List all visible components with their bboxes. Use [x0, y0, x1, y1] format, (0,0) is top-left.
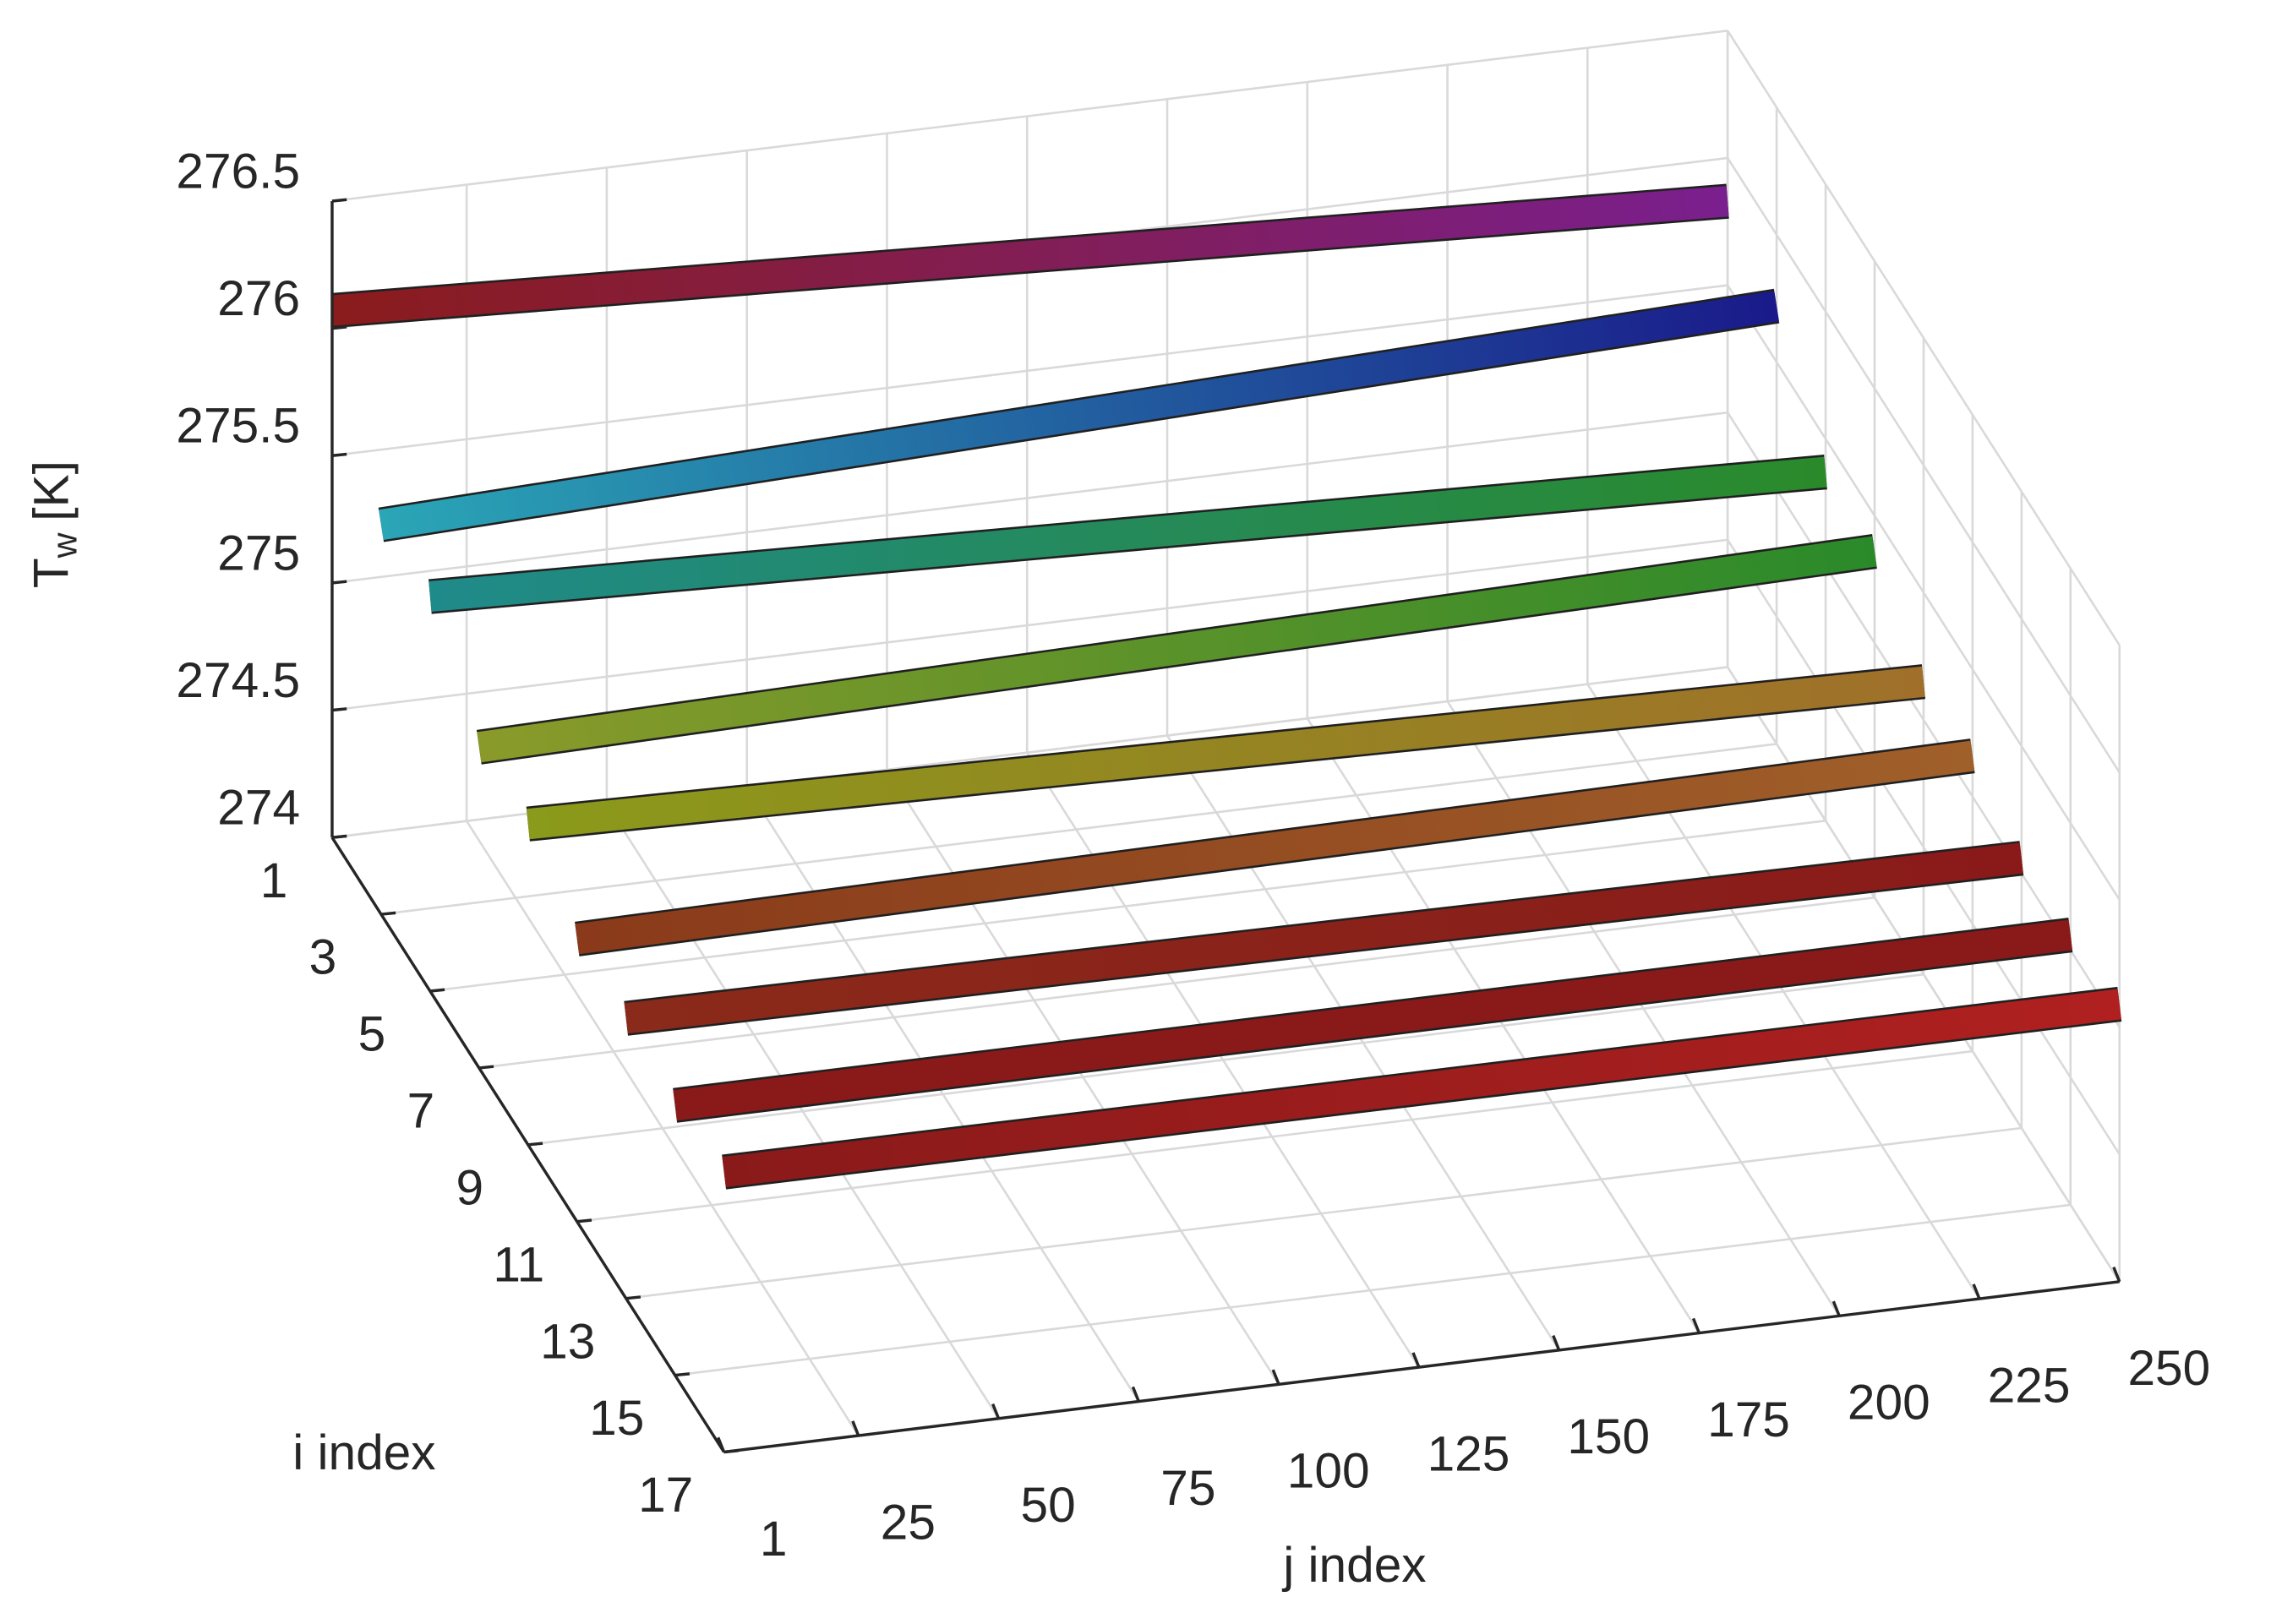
j-tick — [851, 1420, 860, 1436]
i-tick — [674, 1372, 691, 1377]
z-tick-label: 275.5 — [176, 399, 300, 454]
grid-line — [331, 538, 1728, 711]
grid-line — [380, 743, 1777, 916]
grid-line — [331, 411, 1728, 585]
i-tick-label: 5 — [358, 1007, 386, 1062]
i-tick — [576, 1218, 592, 1223]
ribbon — [673, 919, 2072, 1121]
j-tick-label: 1 — [760, 1512, 788, 1567]
z-tick — [331, 198, 347, 203]
ribbons — [330, 183, 2122, 1190]
j-axis-label: j index — [1281, 1538, 1426, 1593]
z-tick-label: 274 — [217, 781, 300, 836]
z-tick — [331, 580, 347, 585]
j-tick — [2112, 1266, 2121, 1283]
j-tick — [991, 1403, 1001, 1420]
i-tick-label: 1 — [260, 853, 288, 908]
z-tick — [331, 325, 347, 330]
j-tick-label: 150 — [1567, 1409, 1650, 1464]
z-tick — [331, 707, 347, 712]
j-tick — [1271, 1369, 1280, 1385]
ribbon — [379, 291, 1779, 541]
z-label-sub: w — [45, 532, 84, 559]
i-tick-label: 7 — [407, 1084, 435, 1139]
z-axis-label: Tw [K] — [25, 460, 84, 588]
grid-line — [331, 284, 1728, 457]
j-tick-label: 100 — [1287, 1444, 1370, 1499]
j-tick — [1691, 1317, 1701, 1334]
ribbon — [477, 536, 1877, 763]
z-tick-label: 274.5 — [176, 653, 300, 708]
ribbon — [429, 456, 1827, 613]
z-label-unit: [K] — [25, 460, 79, 521]
i-axis-label: i index — [292, 1425, 435, 1480]
j-tick — [1832, 1300, 1841, 1316]
j-tick-label: 250 — [2127, 1341, 2210, 1396]
i-tick-label: 9 — [456, 1160, 484, 1215]
ribbon — [575, 740, 1975, 955]
grid-line — [527, 973, 1924, 1147]
i-tick — [380, 911, 396, 916]
j-tick-label: 200 — [1848, 1376, 1930, 1431]
j-tick-label: 175 — [1707, 1392, 1790, 1447]
i-tick — [723, 1449, 740, 1454]
i-tick-label: 13 — [540, 1314, 595, 1369]
i-tick-label: 11 — [493, 1237, 544, 1292]
j-tick-label: 75 — [1160, 1461, 1215, 1516]
i-tick-label: 3 — [309, 930, 337, 985]
z-tick-label: 276 — [217, 271, 300, 326]
z-tick-label: 276.5 — [176, 144, 300, 199]
j-tick — [717, 1436, 726, 1453]
i-tick-label: 15 — [589, 1391, 644, 1446]
i-tick — [429, 988, 445, 993]
j-tick — [1552, 1334, 1561, 1351]
grid-line — [429, 820, 1826, 993]
j-tick-label: 225 — [1988, 1358, 2071, 1413]
z-label-main: T — [25, 558, 79, 588]
j-tick — [1411, 1352, 1421, 1368]
j-tick-label: 50 — [1021, 1478, 1076, 1533]
ribbon — [624, 842, 2023, 1034]
j-axis — [723, 1280, 2120, 1454]
i-tick — [527, 1142, 543, 1147]
j-tick-label: 25 — [881, 1495, 936, 1550]
grid-line — [331, 30, 1728, 203]
i-tick — [478, 1065, 494, 1070]
ribbon — [722, 989, 2121, 1188]
grid-line — [674, 1203, 2071, 1376]
ribbon — [330, 186, 1729, 326]
ribbon — [526, 666, 1925, 840]
j-tick — [1131, 1386, 1140, 1403]
j-tick-label: 125 — [1428, 1426, 1510, 1481]
i-tick — [331, 834, 347, 839]
grid-line — [478, 896, 1875, 1070]
z-tick — [331, 452, 347, 457]
i-tick — [625, 1295, 641, 1300]
i-tick-label: 17 — [638, 1468, 693, 1523]
grid-line — [576, 1049, 1973, 1223]
z-tick-label: 275 — [217, 526, 300, 580]
j-tick — [1972, 1283, 1981, 1300]
grid-line — [625, 1126, 2023, 1300]
